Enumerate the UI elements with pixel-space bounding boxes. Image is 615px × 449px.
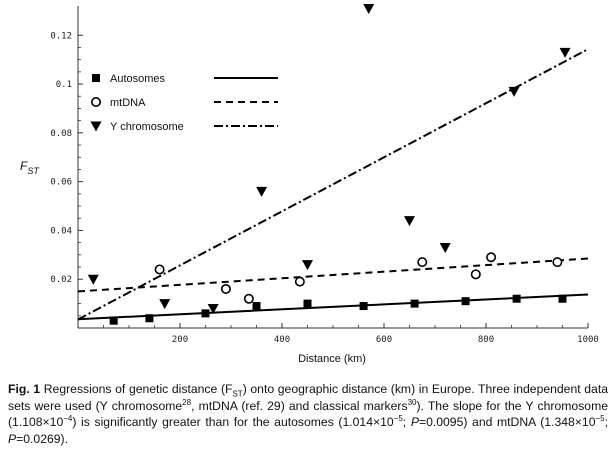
point-y-chromosome [363, 3, 375, 14]
caption-text: =0.0095) and mtDNA (1.348×10 [418, 415, 596, 429]
caption-ref: 28 [182, 397, 192, 407]
point-autosomes [109, 316, 118, 325]
point-mtdna [220, 283, 231, 294]
point-autosomes [461, 297, 470, 306]
y-tick-label: 0.08 [50, 129, 72, 139]
y-tick-label: 0.1 [56, 80, 72, 90]
x-tick-label: 600 [376, 335, 392, 345]
caption-text: ). The slope for the Y chromosome (1.108… [8, 398, 608, 430]
caption-ref: 30 [407, 397, 417, 407]
y-axis-title-sub: ST [27, 166, 40, 176]
point-y-chromosome [404, 216, 415, 227]
legend-marker-mtdna [91, 97, 102, 108]
x-tick-label: 200 [172, 335, 188, 345]
y-tick-label: 0.02 [50, 275, 72, 285]
caption-text: ; [604, 415, 608, 429]
point-mtdna [417, 257, 428, 268]
caption-text: Regressions of genetic distance (F [40, 382, 233, 396]
caption-exponent: −5 [595, 413, 605, 423]
point-y-chromosome [439, 243, 451, 253]
regression-lines [77, 48, 589, 321]
x-tick-label: 1000 [577, 335, 599, 345]
y-tick-label: 0.04 [50, 226, 72, 236]
caption-text: ; [402, 415, 411, 429]
y-tick-label: 0.12 [50, 31, 72, 41]
x-tick-label: 800 [478, 335, 494, 345]
y-tick-label: 0.06 [50, 178, 72, 188]
caption-p-label: P [410, 415, 419, 429]
legend-marker-autosomes [92, 74, 100, 82]
point-autosomes [252, 302, 261, 311]
y-axis-title-main: F [20, 159, 28, 173]
point-autosomes [558, 294, 567, 303]
regression-line-mtdna [77, 257, 589, 293]
caption-text: ) is significantly greater than for the … [72, 415, 394, 429]
point-autosomes [303, 299, 312, 308]
legend: Autosomes mtDNA Y chromosome [90, 73, 278, 133]
caption-fst-sub: ST [232, 389, 243, 399]
caption-exponent: −4 [63, 413, 73, 423]
axes [77, 6, 589, 329]
point-mtdna [470, 269, 481, 280]
x-tick-label: 400 [274, 335, 290, 345]
point-y-chromosome [508, 86, 520, 97]
point-mtdna [486, 252, 497, 263]
point-autosomes [359, 302, 368, 311]
caption-exponent: −5 [393, 413, 403, 423]
point-autosomes [145, 314, 154, 323]
point-y-chromosome [87, 274, 99, 285]
point-y-chromosome [159, 299, 171, 310]
y-axis-title: FST [20, 159, 40, 176]
point-mtdna [294, 276, 305, 287]
legend-label-y-chromosome: Y chromosome [110, 121, 184, 133]
regression-line-y-chromosome [77, 48, 589, 321]
caption-p-label: P [8, 431, 17, 446]
regression-line-autosomes [77, 293, 589, 321]
figure-caption: Fig. 1 Regressions of genetic distance (… [8, 381, 608, 447]
point-autosomes [512, 294, 521, 303]
legend-label-mtdna: mtDNA [110, 97, 146, 109]
legend-label-autosomes: Autosomes [110, 73, 166, 85]
point-autosomes [410, 299, 419, 308]
data-points [87, 3, 571, 325]
x-axis-title: Distance (km) [298, 353, 366, 365]
point-autosomes [201, 309, 210, 318]
point-y-chromosome [256, 186, 268, 197]
caption-fig-label: Fig. 1 [8, 382, 41, 396]
point-mtdna [243, 293, 254, 304]
caption-text: , mtDNA (ref. 29) and classical markers [191, 398, 408, 413]
point-mtdna [154, 264, 165, 275]
point-y-chromosome [302, 260, 313, 271]
legend-marker-y-chromosome [90, 121, 102, 132]
caption-text: ) onto geographic distance (km) in Europ… [8, 382, 608, 413]
caption-text: =0.0269). [16, 431, 68, 446]
point-y-chromosome [207, 303, 219, 314]
point-y-chromosome [559, 47, 571, 58]
tick-labels: 0.02 0.04 0.06 0.08 0.1 0.12 200 400 600 800 1000 [50, 31, 599, 345]
point-mtdna [552, 257, 563, 268]
